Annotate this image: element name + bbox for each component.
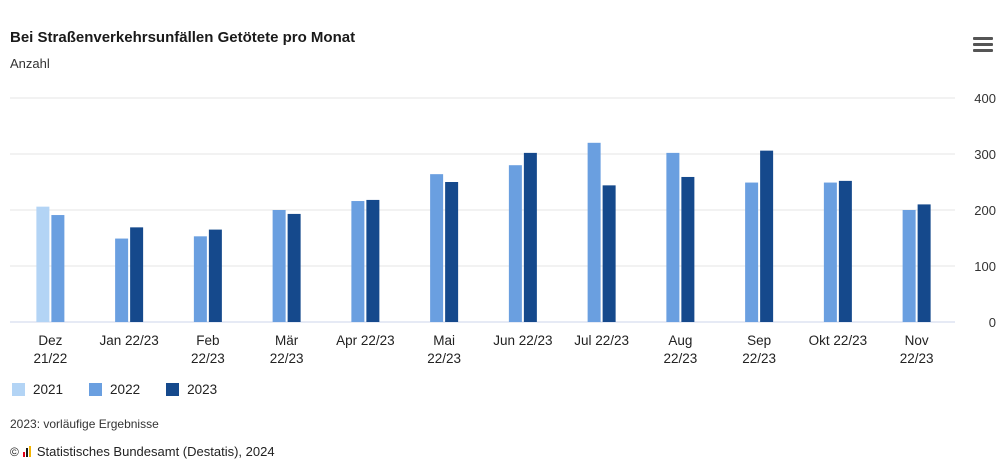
legend-label: 2022 [110, 382, 141, 397]
footnote: 2023: vorläufige Ergebnisse [10, 417, 159, 431]
y-tick-label: 200 [974, 203, 996, 218]
legend-label: 2023 [187, 382, 218, 397]
chart-legend: 2021 2022 2023 [12, 382, 217, 397]
y-tick-label: 400 [974, 91, 996, 106]
source-line: © Statistisches Bundesamt (Destatis), 20… [10, 444, 275, 459]
bar-2022[interactable] [666, 152, 680, 322]
bar-2023[interactable] [917, 204, 931, 322]
bar-2022[interactable] [508, 165, 522, 322]
source-text: Statistisches Bundesamt (Destatis), 2024 [36, 444, 275, 459]
bar-2022[interactable] [823, 182, 837, 322]
x-tick-label: Mär 22/23 [270, 333, 304, 366]
bar-2022[interactable] [351, 201, 365, 322]
bar-2023[interactable] [602, 185, 616, 322]
chart-subtitle: Anzahl [10, 56, 50, 71]
bar-2022[interactable] [745, 182, 759, 322]
bar-2023[interactable] [366, 199, 380, 322]
bar-2022[interactable] [272, 210, 286, 322]
bar-2022[interactable] [587, 142, 601, 322]
legend-item-2022[interactable]: 2022 [89, 382, 140, 397]
x-tick-label: Okt 22/23 [809, 333, 868, 348]
y-tick-label: 100 [974, 259, 996, 274]
bar-2023[interactable] [287, 213, 301, 322]
y-tick-label: 0 [989, 315, 996, 330]
copyright-symbol: © [10, 444, 19, 459]
bar-2023[interactable] [130, 227, 144, 322]
legend-item-2021[interactable]: 2021 [12, 382, 63, 397]
chart-title: Bei Straßenverkehrsunfällen Getötete pro… [10, 29, 356, 46]
bar-2023[interactable] [445, 182, 459, 322]
bar-2022[interactable] [115, 238, 129, 322]
bar-2023[interactable] [681, 176, 695, 322]
x-tick-label: Sep 22/23 [742, 333, 776, 366]
bar-chart: 0 100 200 300 400 Dez 21/22 Jan 22/23 Feb 22/23 Mä… [10, 91, 996, 366]
bar-2022[interactable] [902, 210, 916, 322]
x-tick-label: Jan 22/23 [99, 333, 158, 348]
bar-2021[interactable] [36, 206, 50, 322]
legend-swatch [12, 383, 25, 396]
hamburger-menu-icon[interactable] [973, 37, 993, 55]
destatis-logo-icon [22, 446, 31, 457]
legend-swatch [166, 383, 180, 396]
bar-2022[interactable] [430, 174, 444, 322]
x-tick-label: Nov 22/23 [900, 333, 934, 366]
y-tick-label: 300 [974, 147, 996, 162]
x-tick-label: Jul 22/23 [574, 333, 629, 348]
bar-2023[interactable] [208, 229, 222, 322]
bar-2023[interactable] [760, 150, 774, 322]
bar-2022[interactable] [193, 236, 207, 322]
x-tick-label: Feb 22/23 [191, 333, 225, 366]
legend-label: 2021 [33, 382, 64, 397]
x-tick-label: Aug 22/23 [663, 333, 697, 366]
legend-item-2023[interactable]: 2023 [166, 382, 217, 397]
x-tick-label: Apr 22/23 [336, 333, 395, 348]
x-tick-label: Mai 22/23 [427, 333, 461, 366]
legend-swatch [89, 383, 103, 396]
bar-2022[interactable] [51, 215, 65, 322]
bar-2023[interactable] [838, 180, 852, 322]
x-tick-label: Jun 22/23 [493, 333, 552, 348]
x-tick-label: Dez 21/22 [33, 333, 67, 366]
bar-2023[interactable] [523, 152, 537, 322]
